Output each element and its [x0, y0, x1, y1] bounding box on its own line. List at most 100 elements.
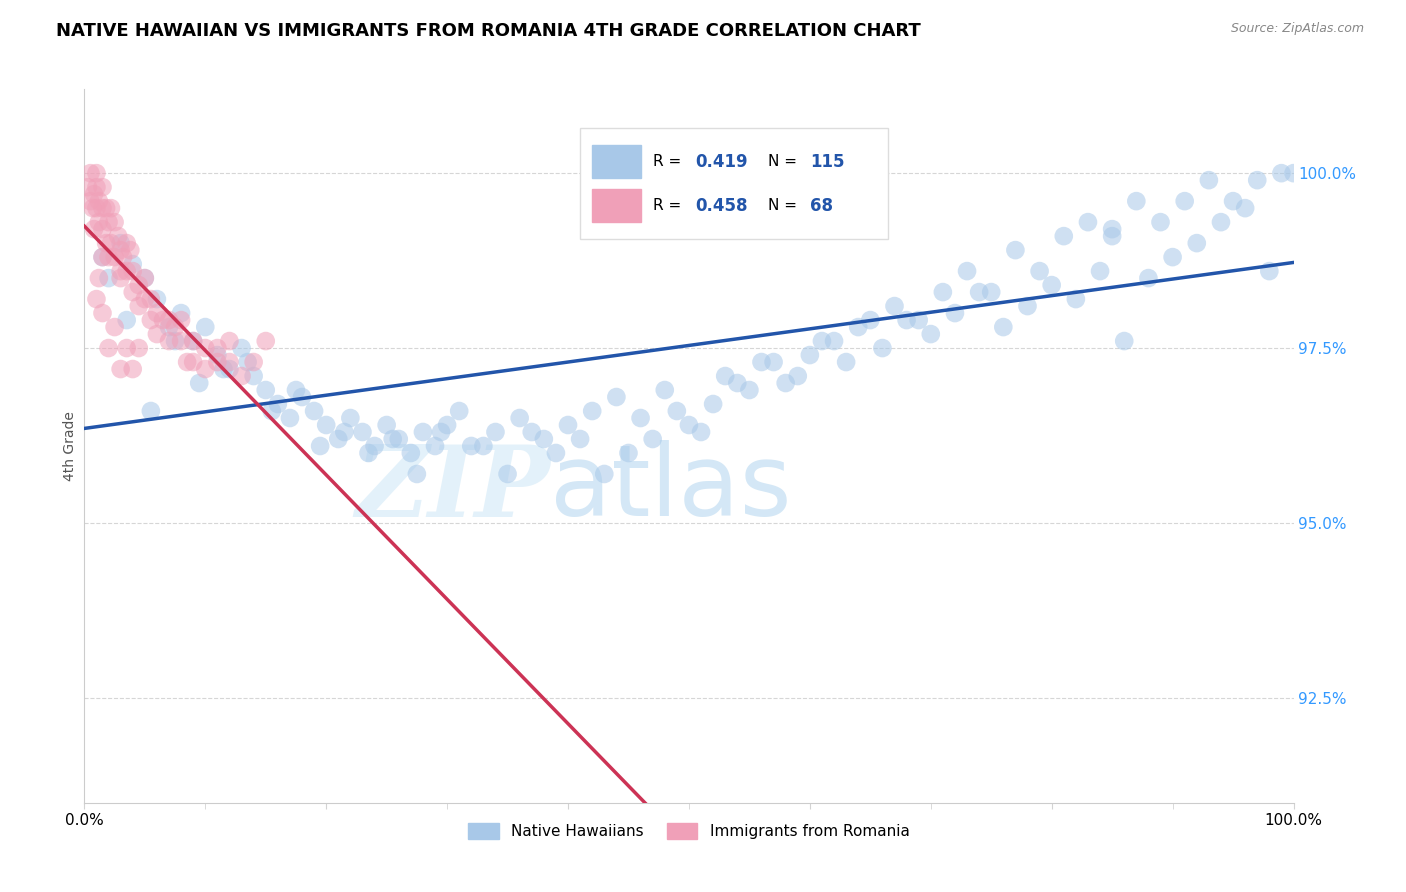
Point — [1125, 194, 1147, 208]
Point — [630, 411, 652, 425]
Text: NATIVE HAWAIIAN VS IMMIGRANTS FROM ROMANIA 4TH GRADE CORRELATION CHART: NATIVE HAWAIIAN VS IMMIGRANTS FROM ROMAN… — [56, 22, 921, 40]
Point — [134, 292, 156, 306]
Point — [170, 306, 193, 320]
Legend: Native Hawaiians, Immigrants from Romania: Native Hawaiians, Immigrants from Romani… — [463, 817, 915, 845]
Point — [188, 376, 211, 390]
Point — [110, 243, 132, 257]
Point — [97, 250, 120, 264]
Text: atlas: atlas — [550, 441, 792, 537]
Point — [218, 362, 240, 376]
Text: ZIP: ZIP — [354, 441, 550, 537]
Point — [157, 320, 180, 334]
Point — [86, 166, 108, 180]
Point — [315, 417, 337, 432]
Point — [278, 411, 301, 425]
Point — [97, 341, 120, 355]
Point — [146, 292, 169, 306]
Point — [87, 194, 110, 208]
Point — [406, 467, 429, 481]
Point — [932, 285, 955, 299]
Point — [181, 334, 204, 348]
Point — [128, 278, 150, 293]
Point — [1209, 215, 1232, 229]
Point — [430, 425, 453, 439]
Point — [1114, 334, 1136, 348]
Point — [357, 446, 380, 460]
Point — [170, 313, 193, 327]
Point — [328, 432, 350, 446]
Point — [896, 313, 918, 327]
Point — [104, 250, 127, 264]
Point — [285, 383, 308, 397]
Point — [678, 417, 700, 432]
Point — [134, 271, 156, 285]
Point — [1282, 166, 1305, 180]
Point — [170, 334, 193, 348]
Text: R =: R = — [652, 198, 686, 213]
Point — [115, 264, 138, 278]
Point — [641, 432, 664, 446]
Point — [956, 264, 979, 278]
Point — [260, 404, 283, 418]
Point — [484, 425, 506, 439]
Point — [86, 292, 108, 306]
Point — [91, 180, 114, 194]
Point — [86, 201, 108, 215]
Point — [79, 194, 101, 208]
Text: 0.419: 0.419 — [695, 153, 748, 170]
Point — [104, 215, 127, 229]
Point — [77, 180, 100, 194]
Point — [1101, 229, 1123, 244]
Point — [157, 334, 180, 348]
Point — [121, 362, 143, 376]
Point — [97, 215, 120, 229]
FancyBboxPatch shape — [581, 128, 889, 239]
Point — [83, 222, 105, 236]
Point — [254, 383, 277, 397]
FancyBboxPatch shape — [592, 145, 641, 178]
Point — [146, 327, 169, 342]
Point — [520, 425, 543, 439]
Point — [751, 355, 773, 369]
Point — [1258, 264, 1281, 278]
Point — [267, 397, 290, 411]
Point — [617, 446, 640, 460]
Point — [1246, 173, 1268, 187]
Text: 68: 68 — [810, 197, 832, 215]
Point — [339, 411, 361, 425]
Point — [835, 355, 858, 369]
Point — [762, 355, 785, 369]
Point — [799, 348, 821, 362]
Point — [980, 285, 1002, 299]
Point — [1028, 264, 1050, 278]
Point — [423, 439, 446, 453]
Point — [352, 425, 374, 439]
Point — [115, 236, 138, 251]
Point — [436, 417, 458, 432]
Point — [242, 355, 264, 369]
Point — [91, 222, 114, 236]
Point — [309, 439, 332, 453]
Point — [231, 369, 253, 384]
Point — [121, 257, 143, 271]
Point — [91, 306, 114, 320]
Point — [1053, 229, 1076, 244]
Point — [207, 348, 229, 362]
Point — [1270, 166, 1292, 180]
Point — [1174, 194, 1197, 208]
Point — [86, 180, 108, 194]
Point — [725, 376, 748, 390]
Point — [993, 320, 1015, 334]
Point — [1064, 292, 1087, 306]
Point — [496, 467, 519, 481]
Point — [907, 313, 929, 327]
Point — [412, 425, 434, 439]
Point — [100, 236, 122, 251]
Point — [1040, 278, 1063, 293]
Point — [593, 467, 616, 481]
Point — [1017, 299, 1039, 313]
Point — [449, 404, 471, 418]
Text: 0.458: 0.458 — [695, 197, 748, 215]
FancyBboxPatch shape — [592, 189, 641, 222]
Point — [97, 271, 120, 285]
